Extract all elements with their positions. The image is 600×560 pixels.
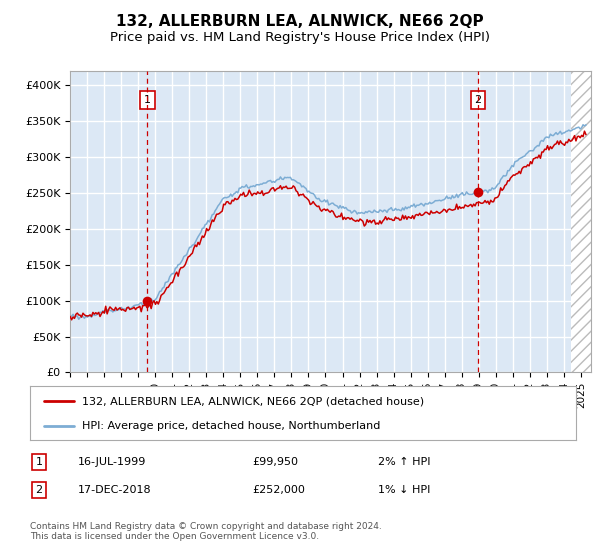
Text: £99,950: £99,950 bbox=[252, 457, 298, 467]
Text: 1% ↓ HPI: 1% ↓ HPI bbox=[378, 485, 430, 495]
Text: £252,000: £252,000 bbox=[252, 485, 305, 495]
Text: 16-JUL-1999: 16-JUL-1999 bbox=[78, 457, 146, 467]
Text: 2% ↑ HPI: 2% ↑ HPI bbox=[378, 457, 431, 467]
Text: Price paid vs. HM Land Registry's House Price Index (HPI): Price paid vs. HM Land Registry's House … bbox=[110, 31, 490, 44]
Text: 132, ALLERBURN LEA, ALNWICK, NE66 2QP (detached house): 132, ALLERBURN LEA, ALNWICK, NE66 2QP (d… bbox=[82, 396, 424, 407]
Text: 1: 1 bbox=[144, 95, 151, 105]
Text: HPI: Average price, detached house, Northumberland: HPI: Average price, detached house, Nort… bbox=[82, 421, 380, 431]
Text: 132, ALLERBURN LEA, ALNWICK, NE66 2QP: 132, ALLERBURN LEA, ALNWICK, NE66 2QP bbox=[116, 14, 484, 29]
Text: 2: 2 bbox=[475, 95, 482, 105]
Text: 2: 2 bbox=[35, 485, 43, 495]
Text: Contains HM Land Registry data © Crown copyright and database right 2024.
This d: Contains HM Land Registry data © Crown c… bbox=[30, 522, 382, 542]
Text: 17-DEC-2018: 17-DEC-2018 bbox=[78, 485, 152, 495]
Bar bbox=[70, 71, 571, 372]
Bar bbox=[571, 71, 595, 372]
Text: 1: 1 bbox=[35, 457, 43, 467]
